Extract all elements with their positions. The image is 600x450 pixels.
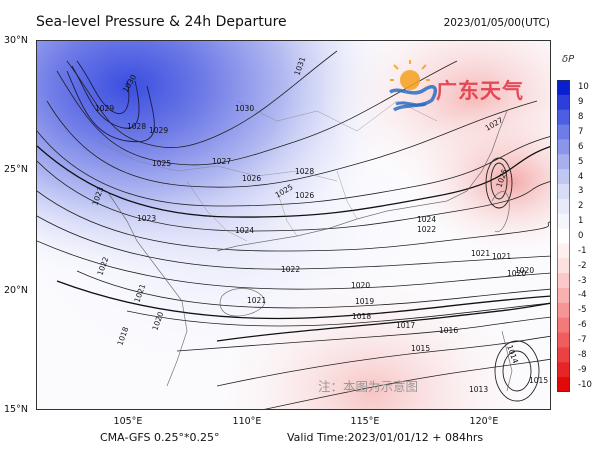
isobar-label: 1015: [411, 344, 430, 353]
legend-tick-label: 1: [578, 216, 584, 227]
colorbar-swatch: [557, 184, 570, 200]
isobar-label: 1020: [507, 269, 526, 278]
legend-tick-label: 3: [578, 186, 584, 197]
colorbar-swatch: [557, 109, 570, 126]
colorbar-swatch: [557, 124, 570, 140]
isobar-label: 1026: [295, 191, 314, 200]
colorbar-swatch: [557, 198, 570, 215]
isobar-label: 1013: [469, 385, 488, 394]
legend-tick-label: -3: [578, 275, 587, 286]
low-center-contours: [485, 157, 540, 402]
colorbar-swatch: [557, 258, 570, 274]
legend-tick-label: 9: [578, 97, 584, 108]
isobar-label: 1029: [149, 126, 168, 135]
legend-tick-label: 5: [578, 156, 584, 167]
isobar-label: 1028: [295, 167, 314, 176]
isobar-label: 1024: [417, 215, 436, 224]
colorbar-swatch: [557, 228, 570, 244]
lon-label-120e: 120°E: [469, 416, 499, 427]
isobar-label: 1021: [471, 249, 490, 258]
timestamp: 2023/01/05/00(UTC): [443, 17, 550, 29]
lon-label-105e: 105°E: [113, 416, 143, 427]
coastline: [106, 110, 513, 392]
isobar-label: 1020: [515, 266, 534, 275]
colorbar-swatch: [557, 362, 570, 378]
isobar-label: 1027: [212, 157, 231, 166]
lon-label-115e: 115°E: [350, 416, 380, 427]
colorbar-swatch: [557, 332, 570, 348]
legend-tick-label: -7: [578, 335, 587, 345]
legend-tick-label: -8: [578, 349, 587, 360]
sun-wave-logo-icon: [389, 60, 438, 112]
high-center-contours: [66, 60, 155, 143]
colorbar-swatch: [557, 243, 570, 259]
isobar-label: 1026: [242, 174, 261, 183]
map-frame: 1031 1030 1030 1029 1028 1029 1027 1025 1026 1025…: [36, 40, 551, 410]
legend-tick-label: 10: [578, 82, 589, 93]
legend-tick-label: 7: [578, 127, 584, 137]
legend-tick-label: -2: [578, 260, 587, 271]
colorbar-swatch: [557, 80, 570, 96]
isobar-label: 1019: [355, 297, 374, 306]
legend-tick-label: -6: [578, 320, 587, 331]
legend-tick-label: 6: [578, 141, 584, 152]
colorbar-swatch: [557, 377, 570, 392]
legend-tick-label: 2: [578, 201, 584, 212]
lat-label-20n: 20°N: [4, 285, 28, 296]
chart-title: Sea-level Pressure & 24h Departure: [36, 14, 287, 30]
colorbar-swatch: [557, 288, 570, 304]
isobar-label: 1022: [417, 225, 436, 234]
legend-tick-label: -5: [578, 305, 587, 316]
colorbar-swatch: [557, 273, 570, 289]
logo-text: 广东天气: [436, 79, 524, 103]
colorbar-swatch: [557, 154, 570, 170]
colorbar-swatch: [557, 302, 570, 319]
legend-tick-label: -1: [578, 245, 587, 256]
model-info: CMA-GFS 0.25°*0.25°: [100, 431, 220, 444]
legend-tick-label: -10: [578, 379, 592, 390]
isobar-label: 1022: [281, 265, 300, 274]
colorbar-swatch: [557, 139, 570, 155]
isobar-label: 1025: [152, 159, 171, 168]
isobar-label: 1029: [95, 104, 114, 113]
isobar-label: 1015: [529, 376, 548, 385]
legend-title: δP: [562, 54, 575, 65]
isobar-label: 1024: [235, 226, 254, 235]
isobar-lines: [37, 50, 550, 409]
legend-tick-label: -4: [578, 290, 587, 301]
isobar-label: 1021: [492, 252, 511, 261]
lon-label-110e: 110°E: [232, 416, 262, 427]
isobar-label: 1030: [235, 104, 254, 113]
legend-tick-label: 4: [578, 171, 584, 182]
isobar-label: 1020: [351, 281, 370, 290]
isobar-lines-bold: [37, 145, 550, 342]
lat-label-15n: 15°N: [4, 404, 28, 415]
isobar-label: 1017: [396, 321, 415, 330]
isobar-label: 1021: [247, 296, 266, 305]
lat-label-30n: 30°N: [4, 35, 28, 46]
isobar-label: 1028: [127, 122, 146, 131]
isobar-label: 1016: [439, 326, 458, 335]
valid-time: Valid Time:2023/01/01/12 + 084hrs: [287, 431, 484, 444]
colorbar-swatch: [557, 317, 570, 334]
schematic-note: 注：本图为示意图: [318, 379, 419, 394]
legend-tick-label: 0: [578, 231, 584, 241]
legend-tick-label: 8: [578, 112, 584, 123]
colorbar-swatch: [557, 94, 570, 111]
isobar-label: 1018: [352, 312, 371, 321]
lat-label-25n: 25°N: [4, 164, 28, 175]
colorbar-swatch: [557, 213, 570, 230]
legend-colorbar: [557, 80, 570, 392]
legend-tick-label: -9: [578, 364, 587, 375]
isobar-label: 1023: [137, 214, 156, 223]
colorbar-swatch: [557, 169, 570, 185]
colorbar-swatch: [557, 347, 570, 363]
